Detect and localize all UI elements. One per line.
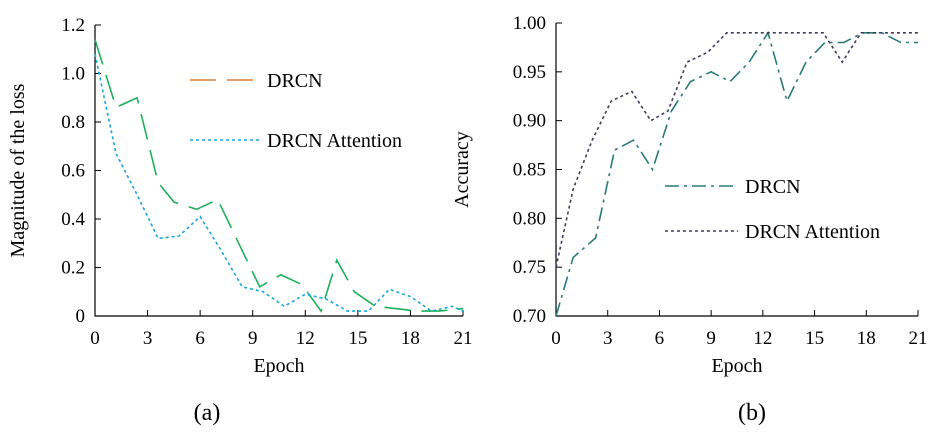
x-tick-label: 9	[706, 328, 716, 349]
x-axis-label: Epoch	[711, 355, 762, 377]
y-tick-label: 0.75	[513, 257, 546, 278]
x-axis-label: Epoch	[253, 355, 304, 377]
x-tick-label: 21	[454, 328, 473, 349]
panel-a-loss-chart: 0 0.2 0.4 0.6 0.8 1.0 1.2 0 3 6 9 12 15 18 21 Epoch Magn…	[7, 15, 473, 426]
y-tick-label: 0.90	[513, 111, 546, 132]
y-tick-label: 0.4	[61, 209, 85, 230]
x-tick-label: 15	[348, 328, 367, 349]
series-line-drcn-attention	[94, 53, 464, 312]
x-tick-label: 0	[90, 328, 100, 349]
series-line-drcn	[94, 39, 464, 313]
legend-label: DRCN	[745, 176, 801, 198]
y-tick-label: 1.00	[513, 13, 546, 34]
legend-label: DRCN Attention	[267, 130, 402, 152]
y-tick-label: 0.70	[513, 306, 546, 327]
legend-label: DRCN	[267, 70, 323, 92]
x-tick-label: 6	[195, 328, 205, 349]
x-tick-label: 12	[753, 328, 772, 349]
y-tick-label: 1.0	[61, 64, 85, 85]
y-tick-label: 0.2	[61, 258, 85, 279]
y-tick-label: 0.8	[61, 112, 85, 133]
panel-caption: (b)	[738, 400, 766, 426]
x-tick-label: 12	[296, 328, 315, 349]
x-tick-label: 9	[248, 328, 258, 349]
y-axis-label: Magnitude of the loss	[7, 83, 29, 257]
panel-b-accuracy-chart: 0.70 0.75 0.80 0.85 0.90 0.95 1.00 0 3 6 9 12 15 18 21…	[451, 13, 928, 426]
panel-caption: (a)	[194, 400, 221, 426]
y-tick-label: 1.2	[61, 15, 85, 36]
x-tick-label: 3	[603, 328, 613, 349]
y-tick-label: 0.6	[61, 161, 85, 182]
x-tick-label: 3	[143, 328, 153, 349]
series-line-drcn	[555, 30, 918, 317]
axis-frame	[94, 25, 463, 317]
axis-frame	[555, 23, 918, 317]
x-tick-label: 21	[909, 328, 928, 349]
x-tick-label: 18	[401, 328, 420, 349]
y-tick-label: 0	[76, 306, 86, 327]
x-tick-label: 6	[655, 328, 665, 349]
x-tick-label: 18	[857, 328, 876, 349]
legend-label: DRCN Attention	[745, 221, 880, 243]
series-line-drcn-attention	[555, 31, 918, 268]
x-tick-label: 15	[805, 328, 824, 349]
y-tick-label: 0.80	[513, 208, 546, 229]
y-tick-label: 0.85	[513, 160, 546, 181]
x-tick-label: 0	[551, 328, 561, 349]
y-axis-label: Accuracy	[451, 131, 473, 208]
y-tick-label: 0.95	[513, 62, 546, 83]
